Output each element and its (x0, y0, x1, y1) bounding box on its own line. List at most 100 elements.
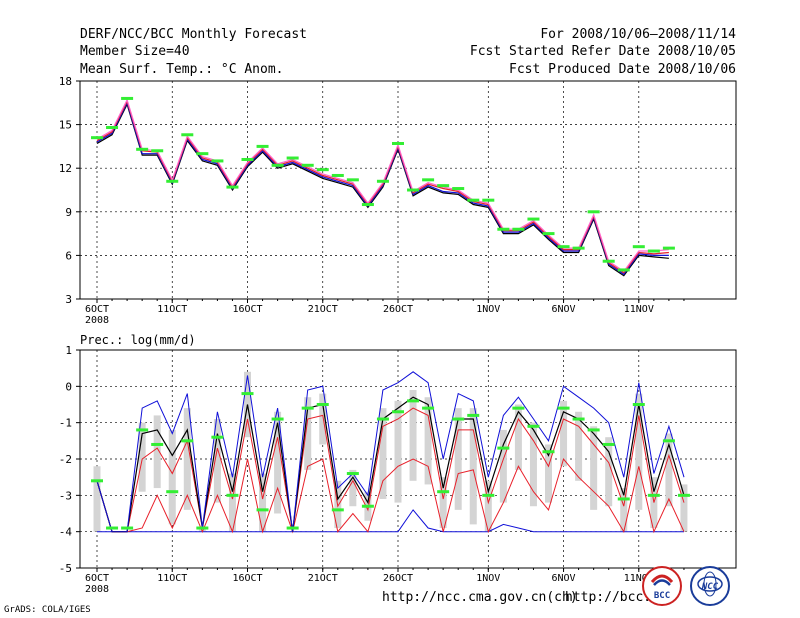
prec-spread-bar (545, 444, 552, 503)
prec-spread-bar (213, 419, 221, 503)
bcc-url[interactable]: http://bcc.c (565, 590, 659, 605)
temp-observed-marker (602, 259, 615, 263)
prec-xtick-label: 6OCT (85, 573, 109, 584)
prec-xtick-label: 1NOV (476, 573, 500, 584)
temp-observed-marker (542, 232, 555, 236)
prec-observed-marker (677, 493, 690, 497)
prec-series-ens-p2 (96, 407, 685, 533)
prec-spread-bar (439, 477, 447, 529)
prec-title: Prec.: log(mm/d) (80, 333, 196, 347)
temp-xtick-label: 26OCT (383, 304, 413, 315)
prec-observed-marker (286, 526, 299, 530)
prec-observed-marker (512, 406, 525, 410)
temp-observed-marker (617, 268, 630, 272)
temp-observed-marker (422, 178, 435, 182)
prec-observed-marker (587, 428, 600, 432)
prec-spread-bar (665, 433, 673, 507)
prec-observed-marker (316, 403, 329, 406)
temp-label: Mean Surf. Temp.: °C Anom. (80, 62, 284, 77)
prec-observed-marker (662, 439, 675, 443)
temp-observed-marker (121, 96, 134, 100)
prec-spread-bar (183, 408, 191, 510)
prec-spread-bar (514, 404, 522, 470)
temp-observed-marker (316, 168, 329, 172)
prec-spread-bar (499, 429, 507, 503)
prec-observed-marker (226, 493, 239, 497)
temp-observed-marker (452, 187, 465, 191)
prec-spread-bar (93, 466, 101, 532)
prec-ytick-label: -1 (59, 417, 72, 430)
temp-observed-marker (301, 163, 314, 167)
prec-xtick-label: 21OCT (308, 573, 338, 584)
prec-observed-marker (361, 504, 374, 508)
temp-observed-marker (392, 141, 404, 145)
prec-observed-marker (346, 472, 359, 476)
temp-observed-marker (226, 185, 239, 189)
prec-observed-marker (572, 417, 585, 421)
prec-spread-bar (454, 408, 462, 510)
temp-ytick-label: 6 (65, 249, 72, 262)
chart-title: DERF/NCC/BCC Monthly Forecast (80, 27, 307, 42)
temp-xtick-label: 6NOV (552, 304, 576, 315)
temp-observed-marker (647, 249, 660, 253)
temp-frame (79, 80, 737, 300)
temp-ytick-label: 15 (59, 119, 72, 132)
prec-spread-bar (409, 389, 417, 481)
temp-observed-marker (482, 198, 495, 202)
temp-observed-marker (106, 126, 119, 130)
prec-spread-bar (153, 415, 161, 489)
temp-observed-marker (211, 159, 224, 163)
prec-spread-bar (274, 411, 282, 514)
prec-spread-bar (620, 488, 628, 532)
temp-observed-marker (407, 188, 420, 192)
prec-observed-marker (196, 526, 209, 530)
prec-xtick-label: 26OCT (383, 573, 413, 584)
temp-observed-marker (557, 245, 570, 249)
prec-observed-marker (452, 417, 465, 421)
prec-xtick-label: 6NOV (552, 573, 576, 584)
prec-observed-marker (301, 406, 314, 410)
prec-observed-marker (437, 490, 450, 494)
bcc-logo-text: BCC (654, 591, 670, 601)
temp-observed-marker (527, 217, 540, 221)
prec-observed-marker (241, 392, 254, 396)
prec-spread-bar (635, 393, 643, 510)
temp-observed-marker (331, 173, 344, 177)
temp-observed-marker (376, 179, 389, 183)
prec-spread-bar (138, 422, 146, 492)
temp-observed-marker (271, 163, 284, 167)
prec-spread-bar (469, 408, 477, 525)
prec-spread-bar (529, 422, 537, 507)
prec-spread-bar (228, 473, 236, 532)
prec-spread-bar (680, 484, 688, 532)
prec-observed-marker (497, 446, 510, 450)
prec-observed-marker (166, 490, 179, 494)
temp-observed-marker (196, 152, 209, 156)
prec-spread-bar (259, 473, 267, 532)
temp-observed-marker (136, 147, 149, 151)
prec-spread-bar (484, 480, 492, 532)
prec-observed-marker (91, 479, 103, 483)
temp-ytick-label: 12 (59, 162, 72, 175)
temp-observed-marker (241, 157, 254, 161)
prec-spread-bar (394, 400, 402, 503)
grads-credit: GrADS: COLA/IGES (4, 605, 91, 615)
temp-observed-marker (91, 136, 103, 140)
prec-observed-marker (181, 439, 194, 443)
temp-ytick-label: 9 (65, 206, 72, 219)
prec-xtick-label: 11OCT (157, 573, 187, 584)
prec-observed-marker (376, 417, 389, 421)
temp-observed-marker (572, 246, 585, 250)
prec-observed-marker (632, 403, 645, 406)
prec-spread-bar (590, 426, 598, 510)
ncc-url[interactable]: http://ncc.cma.gov.cn(ch) (382, 590, 578, 605)
prec-spread-bar (424, 397, 432, 485)
temp-observed-marker (512, 227, 525, 231)
prec-observed-marker (151, 442, 164, 446)
prec-ytick-label: -5 (59, 562, 72, 575)
prec-spread-bar (304, 397, 312, 470)
prec-spread-bar (379, 408, 387, 499)
prec-observed-marker (467, 413, 480, 417)
prec-series-ens-min (97, 509, 684, 533)
